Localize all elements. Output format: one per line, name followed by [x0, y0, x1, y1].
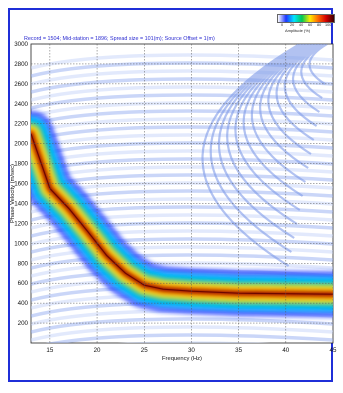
y-tick-label: 200 — [18, 320, 29, 327]
dispersion-ridge — [31, 133, 333, 295]
aliasing-arcs — [201, 44, 328, 267]
colorbar-tick-label: 60 — [308, 23, 313, 27]
y-tick-label: 1200 — [14, 220, 28, 227]
x-tick-label: 25 — [141, 347, 148, 354]
colorbar-label: Amplitude (%) — [285, 28, 311, 33]
colorbar-tick-label: 20 — [290, 23, 295, 27]
grid — [31, 44, 333, 343]
colorbar-tick-label: 100 — [325, 23, 332, 27]
colorbar — [277, 14, 335, 23]
y-tick-label: 2400 — [14, 101, 28, 108]
x-axis-label: Frequency (Hz) — [162, 356, 202, 362]
x-tick-label: 15 — [46, 347, 53, 354]
y-tick-label: 1800 — [14, 161, 28, 168]
x-tick-label: 35 — [235, 347, 242, 354]
y-tick-label: 2200 — [14, 121, 28, 128]
x-tick-label: 45 — [330, 347, 337, 354]
y-tick-label: 800 — [18, 260, 29, 267]
y-tick-label: 2800 — [14, 61, 28, 68]
y-tick-label: 600 — [18, 280, 29, 287]
x-tick-label: 20 — [94, 347, 101, 354]
colorbar-tick-label: 40 — [299, 23, 304, 27]
y-tick-label: 400 — [18, 300, 29, 307]
y-axis-label: Phase Velocity (m/sec) — [10, 164, 16, 223]
y-tick-label: 2600 — [14, 81, 28, 88]
chart-title: Record = 1504; Mid-station = 1896; Sprea… — [24, 36, 215, 42]
x-tick-label: 40 — [282, 347, 289, 354]
y-tick-label: 1600 — [14, 181, 28, 188]
colorbar-tick-label: 80 — [317, 23, 322, 27]
y-tick-label: 1000 — [14, 240, 28, 247]
colorbar-tick-label: 0 — [281, 23, 284, 27]
y-tick-label: 1400 — [14, 200, 28, 207]
y-tick-label: 2000 — [14, 141, 28, 148]
y-tick-label: 3000 — [14, 41, 28, 48]
x-tick-label: 30 — [188, 347, 195, 354]
